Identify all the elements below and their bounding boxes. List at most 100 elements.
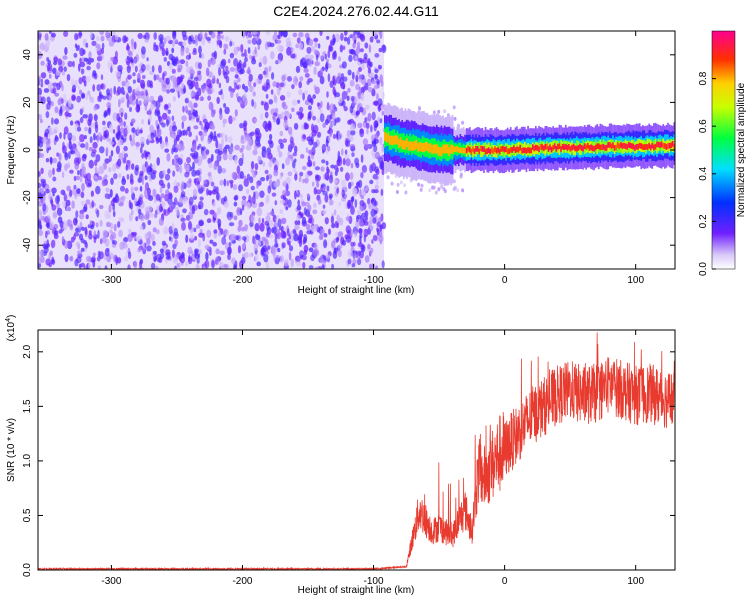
noise-speck <box>52 157 58 164</box>
noise-speck <box>62 93 67 101</box>
noise-speck <box>78 31 82 39</box>
noise-speck <box>371 79 377 85</box>
noise-speck <box>203 208 209 216</box>
noise-speck <box>72 60 75 68</box>
noise-speck <box>358 74 363 80</box>
noise-speck <box>168 201 174 211</box>
signal-scatter <box>459 174 463 179</box>
noise-speck <box>136 127 140 136</box>
noise-speck <box>130 209 134 216</box>
noise-speck <box>378 65 382 70</box>
noise-speck <box>225 241 229 251</box>
noise-speck <box>275 39 282 44</box>
noise-speck <box>129 179 134 185</box>
signal-cell <box>498 148 501 155</box>
noise-speck <box>300 112 305 119</box>
noise-speck <box>285 206 289 211</box>
noise-speck <box>149 212 154 218</box>
noise-speck <box>316 118 321 123</box>
signal-cell <box>637 143 639 150</box>
noise-speck <box>172 170 176 177</box>
noise-speck <box>88 261 92 269</box>
noise-speck <box>74 150 80 157</box>
noise-speck <box>80 116 84 124</box>
noise-speck <box>66 74 71 82</box>
noise-speck <box>69 256 73 262</box>
noise-speck <box>211 259 215 269</box>
noise-speck <box>347 69 352 76</box>
noise-speck <box>266 223 270 232</box>
noise-speck <box>54 135 58 140</box>
noise-speck <box>369 36 374 43</box>
signal-scatter <box>437 109 441 114</box>
x-tick-label: -200 <box>232 275 252 286</box>
noise-speck <box>313 141 318 148</box>
noise-speck <box>181 221 186 231</box>
noise-speck <box>253 101 257 109</box>
noise-speck <box>301 201 306 207</box>
noise-speck <box>56 207 63 216</box>
noise-speck <box>379 225 383 232</box>
noise-speck <box>373 84 379 90</box>
noise-speck <box>167 182 171 190</box>
noise-speck <box>131 192 136 201</box>
noise-speck <box>199 53 202 59</box>
noise-speck <box>99 219 103 227</box>
noise-speck <box>155 229 160 235</box>
noise-speck <box>351 263 356 268</box>
noise-speck <box>348 181 352 190</box>
noise-speck <box>86 172 91 181</box>
noise-speck <box>261 218 265 224</box>
noise-speck <box>262 70 267 75</box>
snr-x-axis: -300 -200 -100 0 100 <box>101 330 644 587</box>
noise-speck <box>162 72 165 81</box>
noise-speck <box>241 256 246 265</box>
noise-speck <box>356 70 360 75</box>
noise-speck <box>326 58 329 63</box>
noise-speck <box>371 134 375 142</box>
signal-cell <box>558 143 561 149</box>
signal-cell <box>612 142 614 149</box>
noise-speck <box>227 216 232 221</box>
noise-speck <box>52 167 55 176</box>
noise-speck <box>297 257 301 263</box>
noise-speck <box>283 119 289 129</box>
noise-speck <box>137 86 140 92</box>
noise-speck <box>315 174 322 182</box>
noise-speck <box>279 199 286 205</box>
noise-speck <box>315 189 322 195</box>
noise-speck <box>327 145 331 152</box>
noise-speck <box>185 47 190 54</box>
noise-speck <box>68 141 73 150</box>
noise-speck <box>381 260 385 269</box>
noise-speck <box>307 204 312 212</box>
noise-speck <box>194 236 198 241</box>
noise-speck <box>227 58 231 64</box>
signal-cell <box>642 144 644 150</box>
noise-speck <box>206 218 212 224</box>
noise-speck <box>129 134 132 142</box>
signal-cell <box>563 144 565 150</box>
signal-scatter <box>417 106 421 110</box>
signal-cell <box>542 145 545 152</box>
noise-speck <box>349 228 353 238</box>
noise-speck <box>162 169 166 176</box>
noise-speck <box>85 214 89 220</box>
noise-speck <box>88 147 94 152</box>
noise-speck <box>268 179 273 186</box>
noise-speck <box>67 206 72 212</box>
signal-cell <box>646 144 649 150</box>
noise-speck <box>369 224 374 231</box>
noise-speck <box>313 66 317 76</box>
signal-cell <box>571 144 573 151</box>
noise-speck <box>99 204 104 210</box>
noise-speck <box>184 171 190 178</box>
snr-x-label: Height of straight line (km) <box>298 585 415 596</box>
noise-speck <box>363 220 369 226</box>
noise-speck <box>126 60 131 66</box>
noise-speck <box>244 85 249 93</box>
noise-speck <box>48 138 51 145</box>
noise-speck <box>155 100 161 109</box>
signal-cell <box>648 142 650 149</box>
noise-speck <box>79 134 85 143</box>
